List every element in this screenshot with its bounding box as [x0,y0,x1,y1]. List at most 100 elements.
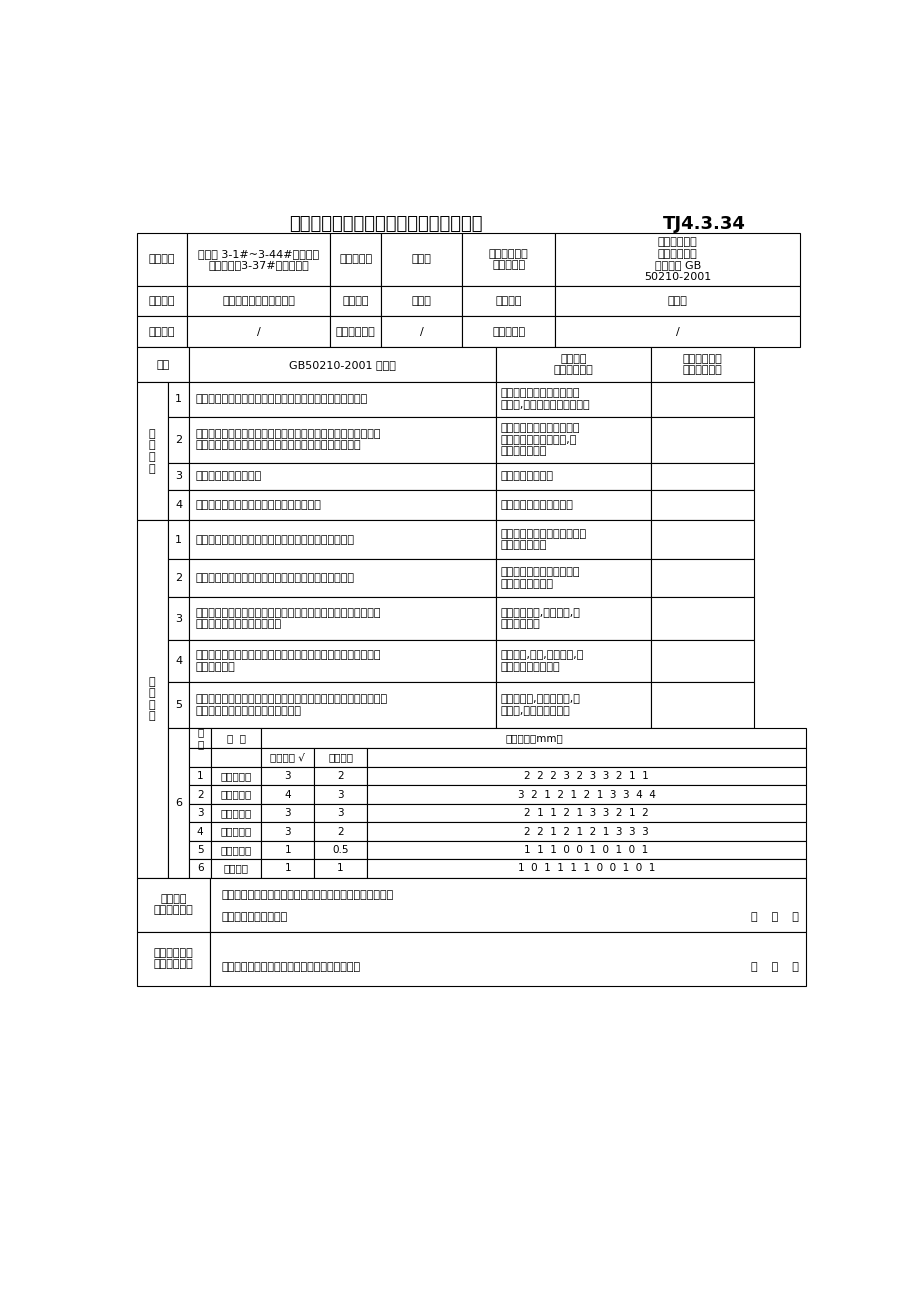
Text: 3: 3 [284,771,290,781]
Bar [189,639,495,682]
Text: 1: 1 [284,845,290,855]
Bar [261,747,313,767]
Bar [313,841,367,859]
Bar [137,285,187,316]
Text: 4: 4 [175,500,182,510]
Bar [367,803,805,823]
Text: 施工班组长: 施工班组长 [492,327,525,337]
Bar [189,785,210,803]
Text: 2: 2 [337,827,344,836]
Text: 工程名称: 工程名称 [149,254,175,264]
Bar [210,767,261,785]
Bar [167,559,189,598]
Text: 项目专业质量检查员：: 项目专业质量检查员： [221,911,288,922]
Text: 2  2  2  3  2  3  3  2  1  1: 2 2 2 3 2 3 3 2 1 1 [524,771,648,781]
Text: 满粘法施工的饰面砖工程应无空鼓、裂缝。: 满粘法施工的饰面砖工程应无空鼓、裂缝。 [196,500,321,510]
Text: 检验批部位: 检验批部位 [339,254,372,264]
Text: 2: 2 [175,573,182,583]
Text: 3: 3 [337,809,344,818]
Bar [313,859,367,878]
Text: 表面平整度: 表面平整度 [221,789,252,799]
Bar [167,639,189,682]
Bar [554,316,800,348]
Bar [380,233,461,285]
Text: 2  2  1  2  1  2  1  3  3  3: 2 2 1 2 1 2 1 3 3 3 [524,827,648,836]
Text: 翡翠城 3-1#~3-44#住宅楼及
地下车库（3-37#楼开关站）: 翡翠城 3-1#~3-44#住宅楼及 地下车库（3-37#楼开关站） [198,249,319,271]
Text: 年    月    日: 年 月 日 [750,911,798,922]
Bar [461,316,554,348]
Text: 3: 3 [284,809,290,818]
Bar [167,728,189,878]
Bar [187,285,330,316]
Text: 0.5: 0.5 [332,845,348,855]
Text: 项目经理: 项目经理 [342,296,369,306]
Bar [261,803,313,823]
Bar [261,767,313,785]
Text: /: / [675,327,679,337]
Bar [167,381,189,417]
Bar [380,285,461,316]
Text: 分包单位: 分包单位 [149,327,175,337]
Text: 有排水要求的部位应做滴水线（槽）。滴水线（槽）应顺直，流水
坡向应正确。坡度应符合设计要求。: 有排水要求的部位应做滴水线（槽）。滴水线（槽）应顺直，流水 坡向应正确。坡度应符… [196,694,387,716]
Text: 饰面砖粘贴必须牢固。: 饰面砖粘贴必须牢固。 [196,471,262,482]
Text: 饰面砖粘贴牢固。: 饰面砖粘贴牢固。 [500,471,552,482]
Bar [261,841,313,859]
Text: 阴阳角处搭接方式、半砖使
用部位符合要求。: 阴阳角处搭接方式、半砖使 用部位符合要求。 [500,568,579,589]
Text: 东立面: 东立面 [411,254,431,264]
Text: 项
次: 项 次 [197,728,203,749]
Bar [189,348,495,381]
Bar [651,490,753,521]
Text: 专业工长: 专业工长 [495,296,521,306]
Bar [554,233,800,285]
Text: 外墙面砖 √: 外墙面砖 √ [270,753,305,762]
Bar [313,785,367,803]
Bar [367,767,805,785]
Bar [189,859,210,878]
Bar [189,381,495,417]
Text: 1: 1 [175,535,182,544]
Text: 项  目: 项 目 [227,733,245,743]
Text: 饰面砖粘贴工程的找平、防水、粘结和勾缝材料及施工方法应符
合设计要求及国家现行产品标准和工程技术标准的规定。: 饰面砖粘贴工程的找平、防水、粘结和勾缝材料及施工方法应符 合设计要求及国家现行产… [196,428,380,450]
Bar [261,859,313,878]
Bar [167,682,189,728]
Text: 经检查无空鼓、无裂缝。: 经检查无空鼓、无裂缝。 [500,500,573,510]
Text: 监理（建设）
单位验收结论: 监理（建设） 单位验收结论 [153,948,193,970]
Text: 1: 1 [197,771,203,781]
Text: 主
控
项
目: 主 控 项 目 [149,428,155,474]
Bar [167,598,189,639]
Text: 立面垂直度: 立面垂直度 [221,771,252,781]
Bar [189,559,495,598]
Bar [210,803,261,823]
Text: 顾国夫: 顾国夫 [667,296,686,306]
Bar [167,417,189,462]
Bar [189,747,210,767]
Text: /: / [419,327,423,337]
Text: 饰面砖表面应平整、洁净、色泽一致，无裂痕和缺损。: 饰面砖表面应平整、洁净、色泽一致，无裂痕和缺损。 [196,535,354,544]
Text: 4: 4 [197,827,203,836]
Text: TJ4.3.34: TJ4.3.34 [662,215,744,233]
Bar [210,728,261,747]
Bar [189,417,495,462]
Bar [367,859,805,878]
Bar [651,521,753,559]
Bar [137,932,210,986]
Bar [313,803,367,823]
Text: 5: 5 [197,845,203,855]
Text: 整砖套割吻合,边缘整齐,突
出厚度一致。: 整砖套割吻合,边缘整齐,突 出厚度一致。 [500,608,579,629]
Text: 上海市第二建筑有限公司: 上海市第二建筑有限公司 [222,296,295,306]
Bar [495,559,651,598]
Text: 饰面砖接缝应平直、光滑，填嵌应连续、密实；宽度和深度应符
合设计要求。: 饰面砖接缝应平直、光滑，填嵌应连续、密实；宽度和深度应符 合设计要求。 [196,650,380,672]
Bar [651,559,753,598]
Text: 2: 2 [197,789,203,799]
Bar [137,521,167,878]
Bar [210,823,261,841]
Bar [189,823,210,841]
Text: 监理工程师（建设单位项目专业技术负责人）：: 监理工程师（建设单位项目专业技术负责人）： [221,962,360,971]
Bar [554,285,800,316]
Text: 1  0  1  1  1  1  0  0  1  0  1: 1 0 1 1 1 1 0 0 1 0 1 [517,863,654,874]
Bar [313,747,367,767]
Text: 1: 1 [284,863,290,874]
Bar [189,462,495,490]
Text: 6: 6 [175,798,182,809]
Text: 监理（建设）
单位验收结论: 监理（建设） 单位验收结论 [682,354,721,375]
